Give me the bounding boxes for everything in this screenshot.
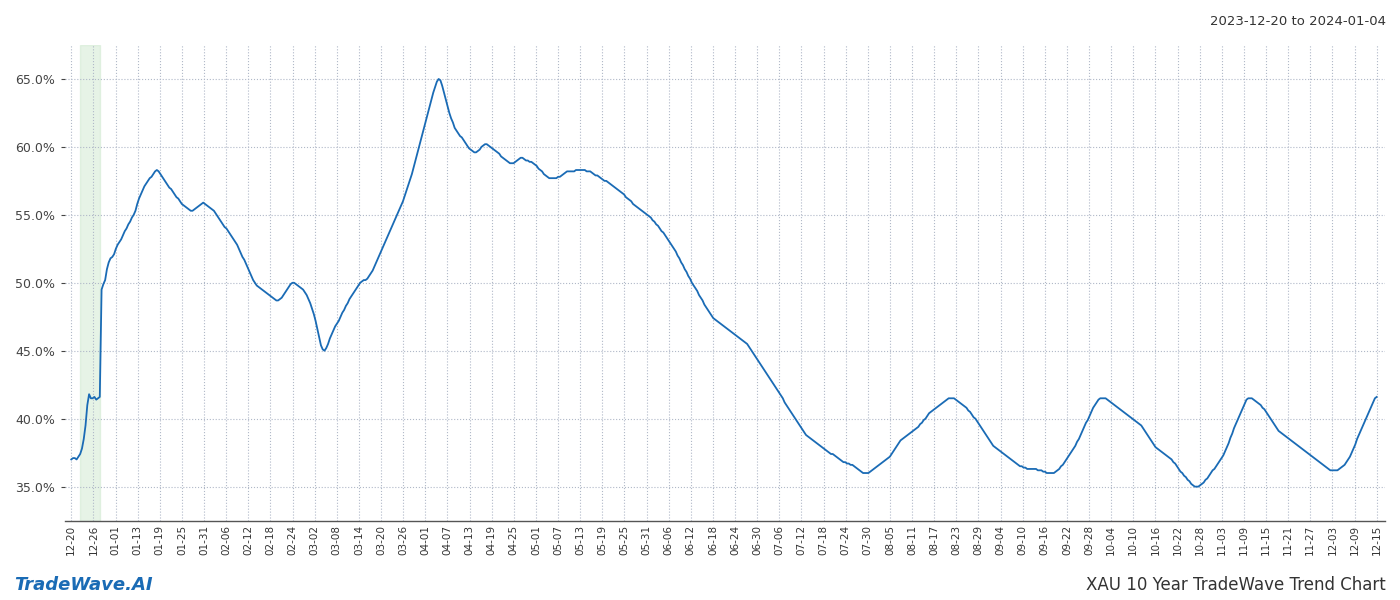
Bar (80, 45, 99, 521)
Text: XAU 10 Year TradeWave Trend Chart: XAU 10 Year TradeWave Trend Chart (1086, 576, 1386, 594)
Text: TradeWave.AI: TradeWave.AI (14, 576, 153, 594)
Text: 2023-12-20 to 2024-01-04: 2023-12-20 to 2024-01-04 (1210, 15, 1386, 28)
